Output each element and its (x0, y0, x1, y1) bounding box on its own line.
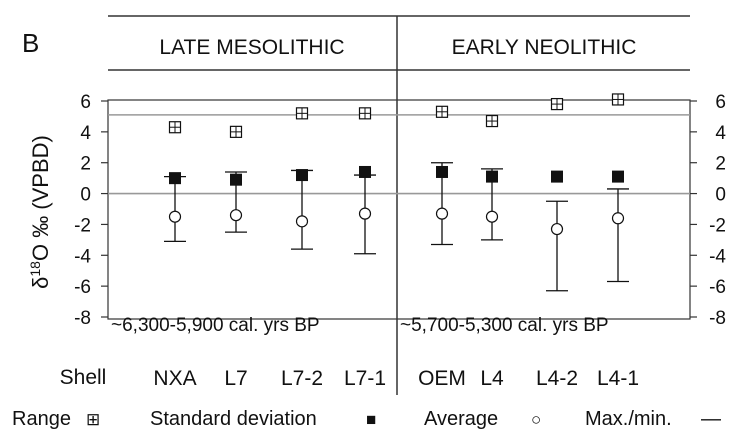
y-tick-label-left-2: 2 (80, 154, 91, 175)
shell-row-label: Shell (60, 366, 107, 389)
y-tick-label-right-2: 2 (715, 154, 726, 175)
average-marker-6 (550, 222, 564, 236)
legend-symbol-range: ⊞ (86, 410, 100, 429)
y-tick-label-left-0: 6 (80, 92, 91, 113)
average-marker-4 (435, 207, 449, 220)
sd-marker-1 (230, 173, 242, 186)
shell-label-1: L7 (224, 367, 247, 390)
average-marker-7 (611, 212, 625, 225)
legend-symbol-max-min: — (701, 408, 721, 430)
legend-label-standard-deviation: Standard deviation (150, 408, 317, 430)
y-tick-label-left-4: -2 (74, 215, 91, 236)
sd-marker-4 (436, 165, 448, 178)
average-marker-2 (295, 215, 309, 228)
shell-label-2: L7-2 (281, 367, 323, 390)
shell-label-3: L7-1 (344, 367, 386, 390)
shell-label-7: L4-1 (597, 367, 639, 390)
average-marker-5 (485, 210, 499, 223)
legend-label-average: Average (424, 408, 498, 430)
sd-marker-2 (296, 169, 308, 182)
y-tick-label-right-4: -2 (709, 215, 726, 236)
y-tick-label-right-1: 4 (715, 123, 726, 144)
panel-letter: B (22, 28, 39, 58)
legend-label-max-min: Max./min. (585, 408, 672, 430)
sd-marker-5 (486, 170, 498, 183)
plot-frame (107, 99, 691, 320)
sd-marker-3 (359, 165, 371, 178)
sd-marker-6 (551, 170, 563, 183)
y-tick-label-right-6: -6 (709, 277, 726, 298)
group-label-early-neolithic: EARLY NEOLITHIC (452, 36, 637, 59)
y-tick-label-right-7: -8 (709, 308, 726, 329)
y-axis-label: δ18O ‰ (VPBD) (27, 135, 53, 289)
average-marker-3 (358, 207, 372, 220)
shell-label-4: OEM (418, 367, 466, 390)
y-tick-label-right-5: -4 (709, 246, 726, 267)
average-marker-0 (168, 210, 182, 223)
shell-label-0: NXA (153, 367, 196, 390)
y-tick-label-left-1: 4 (80, 123, 91, 144)
average-marker-1 (229, 209, 243, 222)
y-tick-label-right-0: 6 (715, 92, 726, 113)
y-tick-label-left-6: -6 (74, 277, 91, 298)
y-tick-label-left-5: -4 (74, 246, 91, 267)
group-label-late-mesolithic: LATE MESOLITHIC (159, 36, 344, 59)
legend-symbol-standard-deviation: ■ (366, 410, 376, 429)
legend-label-range: Range (12, 408, 71, 430)
date-label-neolithic: ~5,700-5,300 cal. yrs BP (400, 315, 609, 336)
y-tick-label-left-3: 0 (80, 185, 91, 206)
date-label-mesolithic: ~6,300-5,900 cal. yrs BP (111, 315, 320, 336)
legend: Range ⊞ Standard deviation ■ Average ○ M… (12, 408, 721, 430)
y-tick-label-left-7: -8 (74, 308, 91, 329)
shell-label-5: L4 (480, 367, 504, 390)
shell-label-6: L4-2 (536, 367, 578, 390)
sd-marker-0 (169, 172, 181, 185)
legend-symbol-average: ○ (531, 410, 541, 429)
sd-marker-7 (612, 170, 624, 183)
y-tick-label-right-3: 0 (715, 185, 726, 206)
